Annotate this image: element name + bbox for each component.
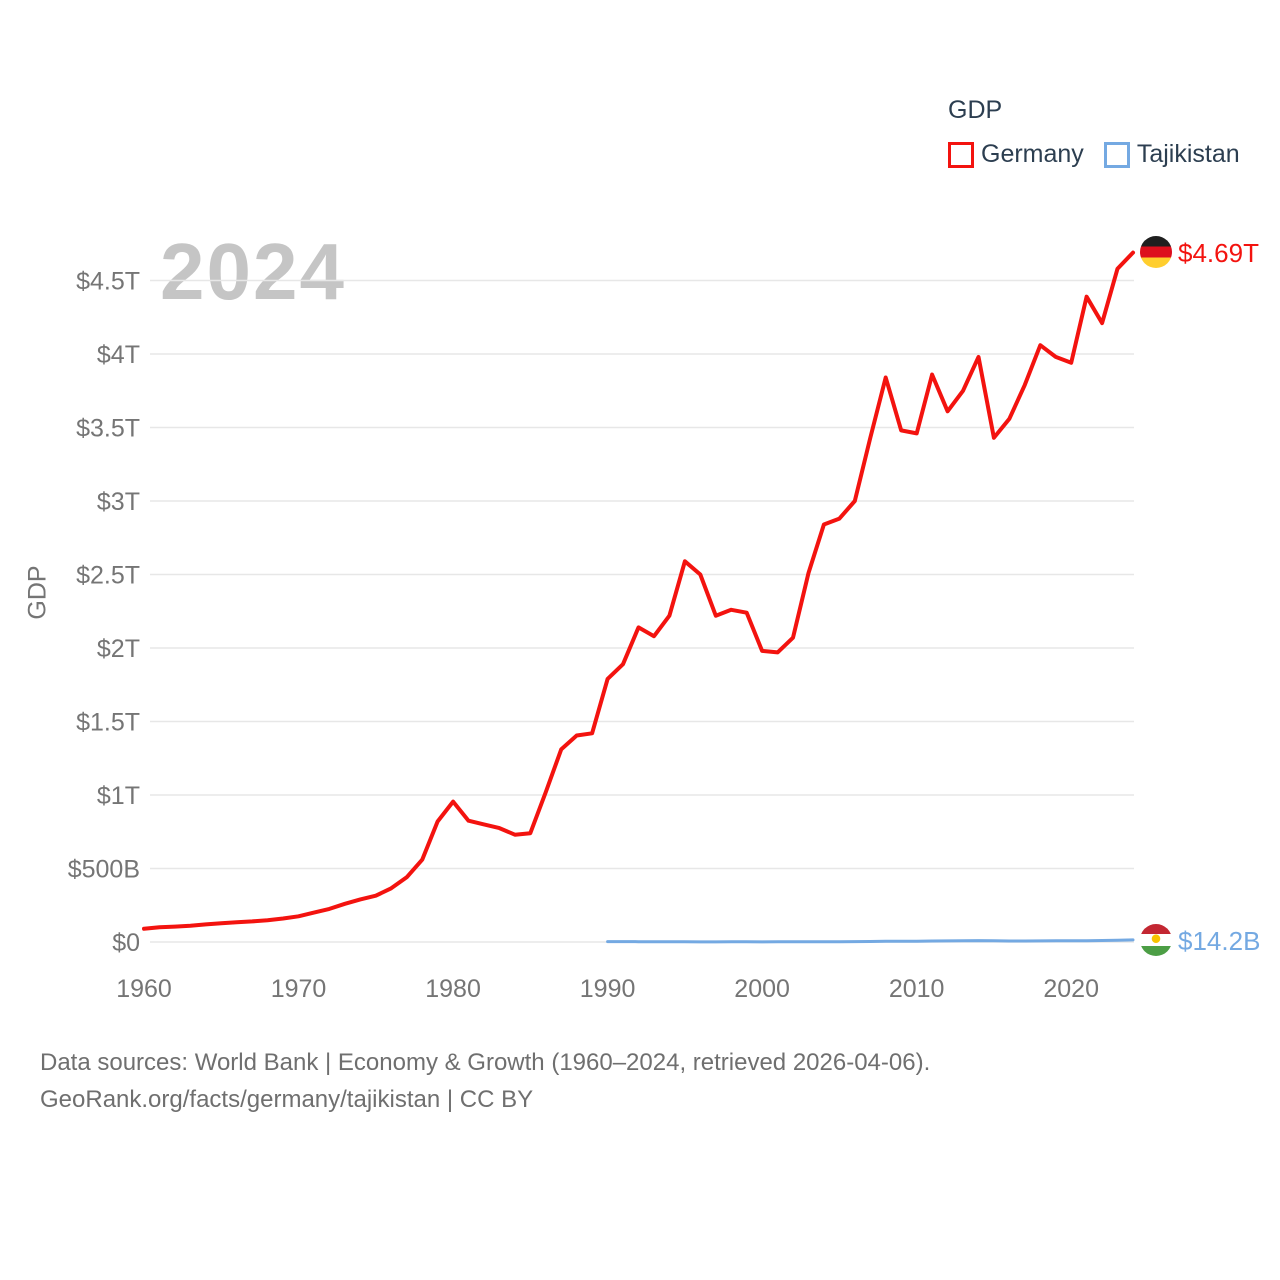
x-tick-label: 1960 <box>116 975 172 1003</box>
attribution-line: GeoRank.org/facts/germany/tajikistan | C… <box>40 1086 534 1113</box>
y-tick-label: $2T <box>97 635 140 663</box>
y-tick-label: $500B <box>68 856 140 884</box>
germany-value-label: $4.69T <box>1178 238 1259 268</box>
legend-item-label: Tajikistan <box>1136 140 1240 168</box>
y-tick-label: $3.5T <box>76 415 140 443</box>
tajikistan-legend-swatch <box>1103 141 1130 168</box>
germany-legend-swatch <box>948 141 974 168</box>
y-tick-label: $1T <box>97 782 140 810</box>
y-tick-label: $0 <box>112 929 140 957</box>
x-tick-label: 1990 <box>580 975 636 1003</box>
y-tick-label: $1.5T <box>76 709 140 737</box>
germany-flag-icon <box>1140 236 1172 268</box>
data-sources-line: Data sources: World Bank | Economy & Gro… <box>40 1049 931 1076</box>
tajikistan-line <box>606 938 1135 944</box>
year-watermark: 2024 <box>160 227 346 316</box>
y-tick-label: $3T <box>97 488 140 516</box>
chart-legend: GDP Germany Tajikistan <box>948 96 1240 169</box>
legend-item-germany[interactable]: Germany <box>948 140 1084 169</box>
x-tick-label: 2000 <box>734 975 790 1003</box>
tajikistan-value-label: $14.2B <box>1178 926 1261 956</box>
gdp-chart: $0 $500B $1T $1.5T $2T $2.5T $3T $3.5T $4T $4.5T 1… <box>68 250 1135 1003</box>
legend-row: Germany Tajikistan <box>948 140 1240 169</box>
germany-line <box>142 250 1135 931</box>
y-tick-label: $4T <box>97 341 140 369</box>
tajikistan-flag-icon <box>1140 924 1172 956</box>
y-tick-label: $4.5T <box>76 268 140 296</box>
legend-item-label: Germany <box>981 140 1084 168</box>
x-tick-label: 2010 <box>889 975 945 1003</box>
legend-title: GDP <box>948 96 1003 124</box>
x-tick-label: 2020 <box>1043 975 1099 1003</box>
y-axis-title: GDP <box>23 565 52 620</box>
y-tick-label: $2.5T <box>76 562 140 590</box>
legend-item-tajikistan[interactable]: Tajikistan <box>1103 140 1240 169</box>
x-tick-label: 1970 <box>271 975 327 1003</box>
x-tick-label: 1980 <box>425 975 481 1003</box>
footer: Data sources: World Bank | Economy & Gro… <box>40 1044 930 1118</box>
